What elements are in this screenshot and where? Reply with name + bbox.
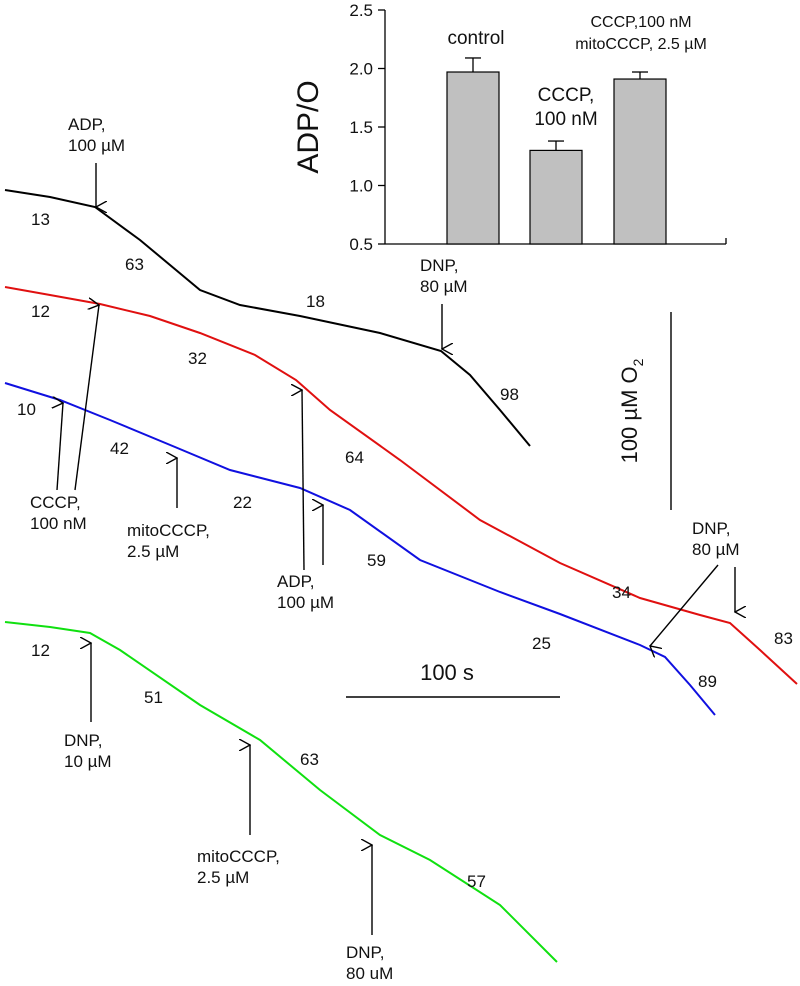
inset-y-tick-label: 2.0 — [349, 60, 373, 79]
label-green-dnp80: DNP, 80 uM — [346, 943, 393, 983]
inset-bar — [613, 78, 667, 245]
label-black-dnp: DNP, 80 µM — [420, 256, 468, 296]
rate-blue-1: 10 — [17, 400, 36, 419]
rate-red-4: 34 — [612, 583, 631, 602]
label-green-dnp10: DNP, 10 µM — [64, 731, 112, 771]
trace-green — [4, 621, 558, 963]
inset-bar-chart: 0.5 1.0 1.5 2.0 2.5 ADP/O control CCCP, 100 nM… — [292, 1, 727, 254]
vertical-scale-label: 100 µM O2 — [617, 358, 646, 463]
rate-green-2: 51 — [144, 688, 163, 707]
rate-blue-5: 25 — [532, 634, 551, 653]
oxygen-traces — [4, 189, 798, 963]
inset-bar-labels: control CCCP, 100 nM CCCP,100 nM mitoCCCP, 2… — [447, 14, 706, 130]
rate-black-1: 13 — [31, 210, 50, 229]
label-adp-red-blue: ADP, 100 µM — [277, 572, 334, 612]
label-green-mitocccp: mitoCCCP, 2.5 µM — [197, 847, 285, 887]
rate-black-3: 18 — [306, 292, 325, 311]
inset-y-ticks: 0.5 1.0 1.5 2.0 2.5 — [349, 1, 385, 254]
trace-blue — [4, 382, 716, 716]
rate-red-5: 83 — [774, 629, 793, 648]
label-dnp-red-blue: DNP, 80 µM — [692, 519, 740, 559]
rate-red-1: 12 — [31, 302, 50, 321]
label-black-adp: ADP, 100 µM — [68, 115, 125, 155]
rate-red-2: 32 — [188, 349, 207, 368]
trace-red — [4, 286, 798, 685]
label-cccp: CCCP, 100 nM — [30, 493, 87, 533]
rate-red-3: 64 — [345, 448, 364, 467]
inset-bar — [446, 71, 500, 245]
horizontal-scale-label: 100 s — [420, 660, 474, 685]
rate-green-1: 12 — [31, 641, 50, 660]
rate-labels: 13 63 18 98 12 32 64 34 83 10 42 22 59 2… — [17, 210, 793, 891]
rate-blue-2: 42 — [110, 439, 129, 458]
rate-blue-6: 89 — [698, 672, 717, 691]
rate-blue-4: 59 — [367, 551, 386, 570]
inset-y-axis-title: ADP/O — [292, 80, 325, 173]
rate-blue-3: 22 — [233, 493, 252, 512]
rate-green-4: 57 — [467, 872, 486, 891]
inset-y-tick-label: 0.5 — [349, 235, 373, 254]
rate-green-3: 63 — [300, 750, 319, 769]
inset-bar-label: control — [447, 28, 504, 49]
arrow-blue-dnp — [650, 564, 719, 646]
addition-labels: ADP, 100 µM DNP, 80 µM CCCP, 100 nM mito… — [30, 115, 740, 983]
inset-bar-label: CCCP, 100 nM — [534, 85, 597, 130]
inset-y-tick-label: 1.5 — [349, 118, 373, 137]
inset-y-tick-label: 2.5 — [349, 1, 373, 20]
arrow-red-cccp — [74, 305, 99, 491]
trace-black — [4, 189, 531, 447]
addition-arrows — [57, 163, 735, 935]
rate-black-2: 63 — [125, 255, 144, 274]
inset-bars — [446, 57, 667, 245]
inset-x-ticks — [469, 238, 727, 244]
inset-y-tick-label: 1.0 — [349, 177, 373, 196]
rate-black-4: 98 — [500, 385, 519, 404]
scale-bars: 100 µM O2 100 s — [346, 312, 672, 698]
arrow-blue-cccp — [57, 403, 63, 491]
inset-bar-label: CCCP,100 nM mitoCCCP, 2.5 µM — [575, 14, 707, 53]
inset-bar — [529, 149, 583, 245]
arrow-red-adp — [302, 390, 305, 571]
label-blue-mitocccp: mitoCCCP, 2.5 µM — [127, 521, 215, 561]
